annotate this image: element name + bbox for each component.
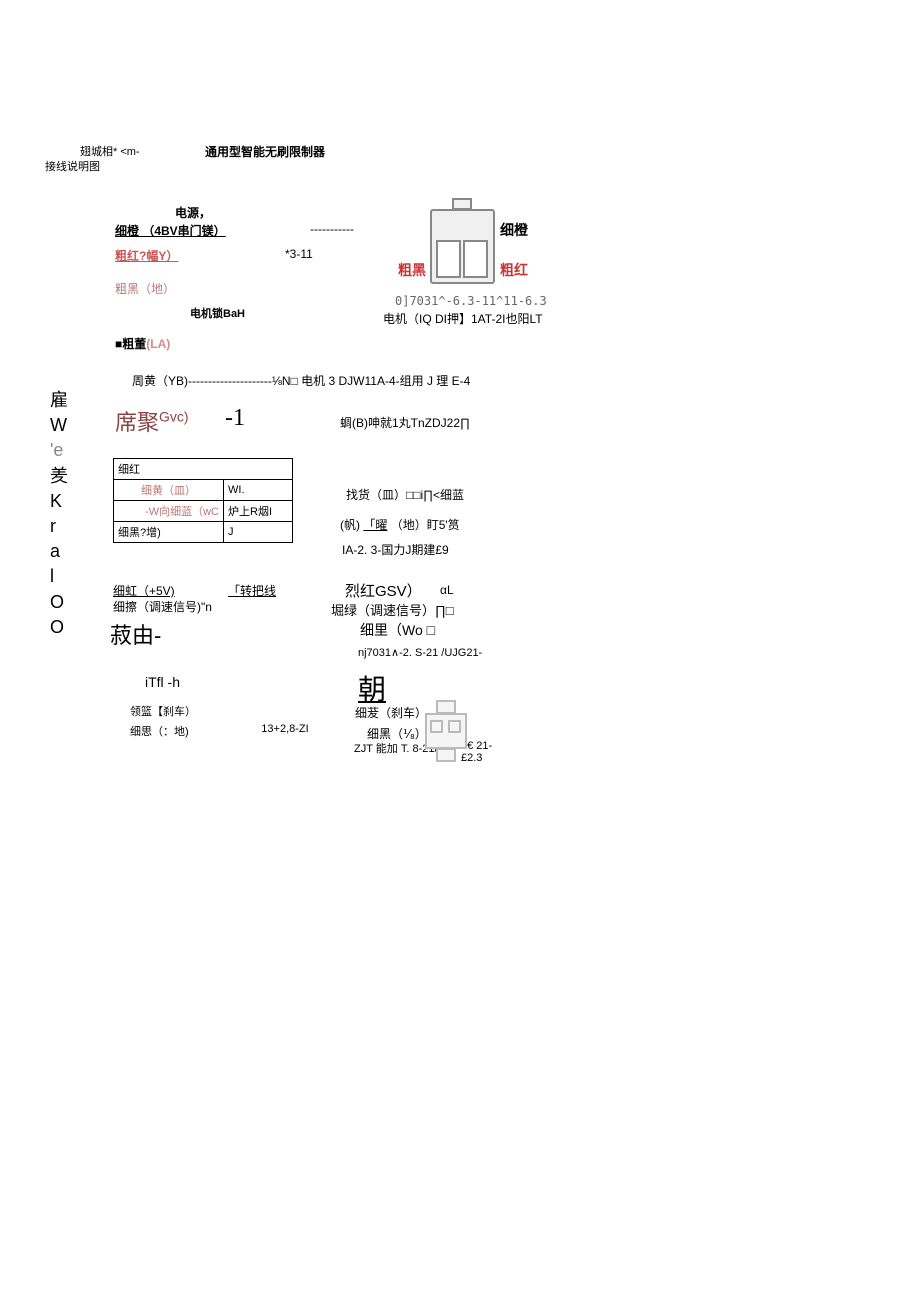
tbl-r3c1: -W向细蓝（wC bbox=[114, 501, 224, 522]
alpha-l: αL bbox=[440, 583, 454, 597]
chu-dong: ■粗董(LA) bbox=[115, 335, 170, 352]
num-block: 13+2,8-ZI bbox=[260, 723, 310, 735]
vc3: 'e bbox=[50, 438, 68, 463]
vc8: l bbox=[50, 564, 68, 589]
vc2: W bbox=[50, 413, 68, 438]
page-title: 通用型智能无刷限制器 bbox=[205, 143, 325, 160]
chu-dong-text: ■粗董 bbox=[115, 337, 146, 351]
row2-right: *3-11 bbox=[285, 247, 313, 261]
linglan: 领篮【刹车） bbox=[130, 703, 196, 719]
xifa: 细茇（刹车） bbox=[355, 704, 427, 721]
row2-left: 粗红?幅Y） bbox=[115, 247, 178, 264]
neg1: -1 bbox=[225, 405, 245, 432]
rb1-l2c: （地）盯5'筼 bbox=[391, 518, 460, 532]
chu-dong-la: (LA) bbox=[146, 337, 170, 351]
tbl-r3c2: 炉上R烟I bbox=[224, 501, 293, 522]
vc6: r bbox=[50, 514, 68, 539]
row3: 粗黑（地） bbox=[115, 280, 175, 297]
tbl-r4c2: J bbox=[224, 522, 293, 543]
rb1-line2: (帆) 「曜 （地）盯5'筼 bbox=[340, 516, 460, 533]
row1-left: 细橙 （4BV串门镁） bbox=[115, 222, 226, 239]
vc5: K bbox=[50, 489, 68, 514]
vc9: O bbox=[50, 590, 68, 615]
row1-right: ----------- bbox=[310, 222, 354, 236]
xitiao: 细擦（调速信号)"n bbox=[113, 598, 212, 615]
rb1-line1: 找货（皿）□□i∏<细蓝 bbox=[346, 486, 464, 503]
motor-lock: 电机锁BaH bbox=[190, 305, 245, 321]
dianyuan-label: 电源， bbox=[175, 204, 211, 221]
zhuanba: 「转把线 bbox=[228, 582, 276, 599]
gvc-sup: Gvc) bbox=[159, 409, 189, 425]
nj-code: nj7031∧-2. S-21 /UJG21- bbox=[358, 646, 482, 659]
zjt2: 1€ 21-£2.3 bbox=[461, 740, 511, 764]
shuyou: 菽由- bbox=[110, 618, 161, 650]
vc10: O bbox=[50, 615, 68, 640]
vc7: a bbox=[50, 539, 68, 564]
chao: 朝 bbox=[358, 668, 386, 708]
tbl-r2c2: WI. bbox=[224, 480, 293, 501]
wei-b: 蜩(B)呻就1丸TnZDJ22∏ bbox=[340, 414, 470, 431]
header-left1: 翅城相* <m- bbox=[80, 143, 140, 159]
tbl-r1c1: 细红 bbox=[114, 459, 293, 480]
conn1-label-right: 细橙 bbox=[500, 220, 528, 240]
xi-ju-text: 席聚 bbox=[115, 410, 159, 435]
conn1-bottom-code: 0]7031^-6.3-11^11-6.3 bbox=[395, 294, 547, 308]
header-left2: 接线说明图 bbox=[45, 158, 100, 174]
zhou-huang: 周黄（YB)---------------------⅛N□ 电机 3 DJW1… bbox=[132, 372, 470, 389]
xili: 细里（Wo □ bbox=[360, 620, 435, 640]
lierong: 烈红GSV） bbox=[345, 580, 422, 601]
vc1: 雇 bbox=[50, 388, 68, 413]
rb1-line3: IA-2. 3-国力J期建£9 bbox=[342, 541, 449, 558]
vertical-column: 雇 W 'e 羑 K r a l O O bbox=[50, 388, 68, 640]
rb1-l2b: 「曜 bbox=[363, 518, 387, 532]
wire-table: 细红 细黄（皿） WI. -W向细蓝（wC 炉上R烟I 细黑?增) J bbox=[113, 458, 293, 543]
conn1-motor-line: 电机（IQ DI押】1AT-2I也阳LT bbox=[383, 310, 543, 327]
itfl: iTfl -h bbox=[145, 674, 180, 690]
tbl-r2c1: 细黄（皿） bbox=[114, 480, 224, 501]
xi-ju: 席聚Gvc) bbox=[115, 405, 189, 437]
xihong: 细虹（+5V) bbox=[113, 582, 175, 599]
jvlv: 堀绿（调速信号）∏□ bbox=[331, 600, 454, 619]
rb1-l2a: (帆) bbox=[340, 518, 360, 532]
conn1-label-left: 粗黑 bbox=[398, 260, 426, 280]
xisi: 细思（：地) bbox=[130, 723, 189, 739]
tbl-r4c1: 细黑?增) bbox=[114, 522, 224, 543]
conn1-label-right2: 粗红 bbox=[500, 260, 528, 280]
vc4: 羑 bbox=[50, 464, 68, 489]
